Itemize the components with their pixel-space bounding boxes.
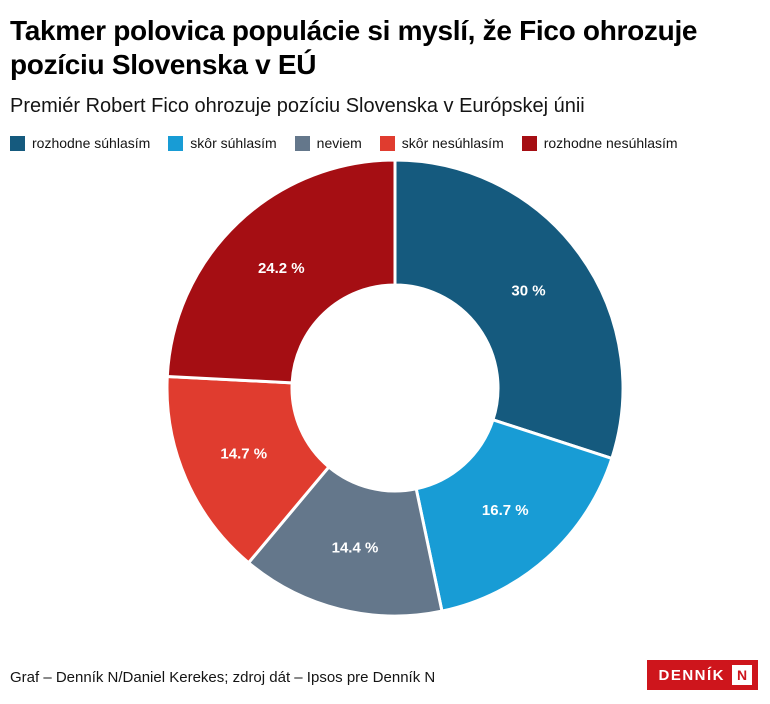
page-title: Takmer polovica populácie si myslí, že F…	[10, 15, 698, 81]
legend-swatch	[10, 135, 25, 151]
logo-text: DENNÍK	[658, 666, 725, 684]
donut-slice-3	[247, 465, 444, 618]
legend-swatch	[521, 135, 537, 151]
legend-label: skôr nesúhlasím	[401, 135, 504, 152]
donut-chart: 30 % 16.7 % 14.4 % 14.7 % 24.2 %	[10, 155, 758, 624]
legend-item-4: skôr nesúhlasím	[379, 135, 504, 152]
legend: rozhodne súhlasím skôr súhlasím neviem skôr…	[10, 135, 758, 151]
legend-swatch	[294, 135, 310, 151]
donut-slice-2	[414, 418, 614, 613]
legend-swatch	[379, 135, 395, 151]
logo-n: N	[736, 667, 748, 683]
legend-item-5: rozhodne nesúhlasím	[521, 135, 678, 152]
slice-label: 14.7 %	[220, 446, 267, 463]
legend-label: neviem	[316, 135, 362, 152]
page-subtitle: Premiér Robert Fico ohrozuje pozíciu Slo…	[10, 95, 585, 118]
dennikn-logo: DENNÍK N	[647, 660, 758, 690]
footer: Graf – Denník N/Daniel Kerekes; zdroj dá…	[10, 660, 758, 690]
legend-label: rozhodne nesúhlasím	[543, 135, 678, 152]
slice-label: 14.4 %	[332, 540, 379, 557]
legend-label: rozhodne súhlasím	[32, 135, 151, 152]
slice-label: 24.2 %	[258, 260, 305, 277]
slice-label: 30 %	[511, 283, 545, 300]
donut-slice-5	[165, 158, 397, 385]
logo-n-box: N	[732, 665, 752, 685]
legend-item-2: skôr súhlasím	[168, 135, 277, 152]
legend-item-3: neviem	[294, 135, 362, 152]
donut-chart-svg: 30 % 16.7 % 14.4 % 14.7 % 24.2 %	[165, 158, 625, 618]
donut-slice-1	[393, 158, 625, 461]
slice-label: 16.7 %	[482, 503, 529, 520]
legend-swatch	[168, 135, 184, 151]
chart-credit: Graf – Denník N/Daniel Kerekes; zdroj dá…	[10, 669, 436, 686]
legend-item-1: rozhodne súhlasím	[10, 135, 150, 151]
legend-label: skôr súhlasím	[190, 135, 277, 152]
donut-slice-4	[165, 375, 331, 565]
